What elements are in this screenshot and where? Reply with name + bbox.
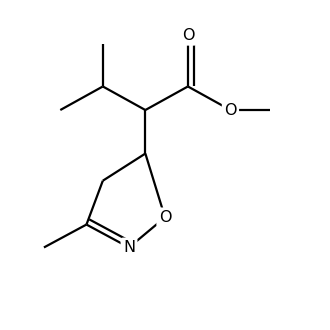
Text: O: O xyxy=(224,103,237,117)
Text: N: N xyxy=(123,240,135,255)
Text: O: O xyxy=(159,210,171,225)
Text: O: O xyxy=(182,28,194,43)
